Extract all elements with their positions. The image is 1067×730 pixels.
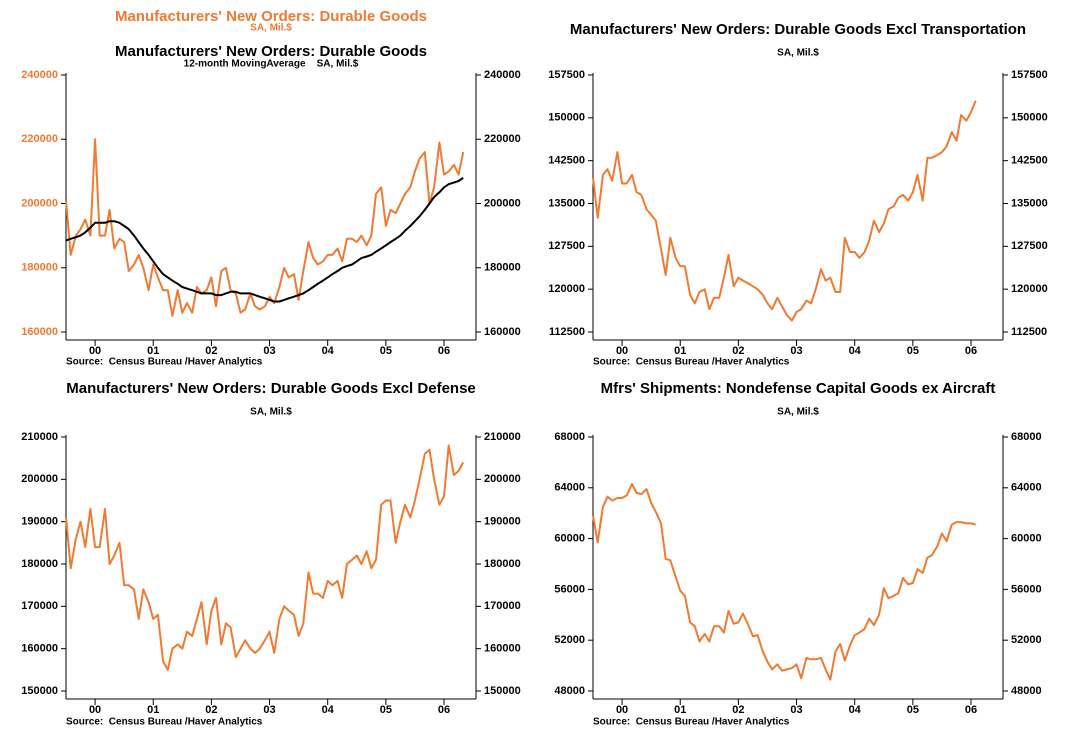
x-tick-label: 01	[147, 345, 159, 357]
y-tick-label: 142500	[548, 155, 585, 167]
y-tick-label: 200000	[21, 197, 58, 209]
y-tick-label: 64000	[554, 482, 585, 494]
y-tick-label: 180000	[21, 262, 58, 274]
x-tick-label: 04	[322, 345, 335, 357]
y-tick-label: 210000	[21, 431, 58, 443]
y2-tick-label: 68000	[1011, 431, 1042, 443]
x-tick-label: 01	[674, 704, 686, 716]
x-tick-label: 06	[438, 345, 450, 357]
x-tick-label: 06	[965, 704, 977, 716]
chart-title: Manufacturers' New Orders: Durable Goods…	[66, 380, 476, 397]
y2-tick-label: 180000	[484, 262, 521, 274]
y-tick-label: 200000	[21, 473, 58, 485]
chart-title: Mfrs' Shipments: Nondefense Capital Good…	[601, 380, 996, 397]
y2-tick-label: 142500	[1011, 155, 1048, 167]
y-tick-label: 68000	[554, 431, 585, 443]
y-tick-label: 170000	[21, 600, 58, 612]
series-title: Manufacturers' New Orders: Durable Goods	[115, 43, 427, 60]
y-tick-label: 127500	[548, 240, 585, 252]
x-tick-label: 05	[907, 345, 919, 357]
y2-tick-label: 240000	[484, 69, 521, 81]
y2-tick-label: 127500	[1011, 240, 1048, 252]
x-tick-label: 03	[790, 345, 802, 357]
y-tick-label: 220000	[21, 133, 58, 145]
y-tick-label: 160000	[21, 326, 58, 338]
y-tick-label: 160000	[21, 643, 58, 655]
y2-tick-label: 120000	[1011, 283, 1048, 295]
x-tick-label: 04	[322, 704, 335, 716]
x-tick-label: 01	[674, 345, 686, 357]
y-tick-label: 48000	[554, 685, 585, 697]
y2-tick-label: 52000	[1011, 634, 1042, 646]
source-note: Source: Census Bureau /Haver Analytics	[66, 357, 263, 368]
y2-tick-label: 150000	[1011, 112, 1048, 124]
y2-tick-label: 64000	[1011, 482, 1042, 494]
x-tick-label: 03	[263, 345, 275, 357]
y2-tick-label: 135000	[1011, 197, 1048, 209]
series-subtitle: SA, Mil.$	[250, 23, 292, 34]
x-tick-label: 05	[380, 704, 392, 716]
y-tick-label: 52000	[554, 634, 585, 646]
chart-subtitle: SA, Mil.$	[777, 407, 819, 418]
y-tick-label: 240000	[21, 69, 58, 81]
y2-tick-label: 180000	[484, 558, 521, 570]
x-tick-label: 01	[147, 704, 159, 716]
y2-tick-label: 210000	[484, 431, 521, 443]
x-tick-label: 05	[907, 704, 919, 716]
line-series	[592, 100, 977, 322]
y2-tick-label: 60000	[1011, 533, 1042, 545]
line-series	[65, 138, 465, 317]
x-tick-label: 03	[790, 704, 802, 716]
y-tick-label: 60000	[554, 533, 585, 545]
x-tick-label: 00	[616, 345, 628, 357]
y-tick-label: 157500	[548, 69, 585, 81]
x-tick-label: 05	[380, 345, 392, 357]
y2-tick-label: 56000	[1011, 583, 1042, 595]
y2-tick-label: 157500	[1011, 69, 1048, 81]
y2-tick-label: 200000	[484, 473, 521, 485]
y2-tick-label: 48000	[1011, 685, 1042, 697]
series-title: Manufacturers' New Orders: Durable Goods	[115, 8, 427, 25]
y-tick-label: 120000	[548, 283, 585, 295]
x-tick-label: 02	[732, 704, 744, 716]
y2-tick-label: 150000	[484, 685, 521, 697]
y-tick-label: 150000	[21, 685, 58, 697]
x-tick-label: 00	[89, 704, 101, 716]
source-note: Source: Census Bureau /Haver Analytics	[66, 717, 263, 728]
y-tick-label: 150000	[548, 112, 585, 124]
y-tick-label: 180000	[21, 558, 58, 570]
line-series	[65, 444, 465, 671]
y2-tick-label: 160000	[484, 326, 521, 338]
x-tick-label: 02	[732, 345, 744, 357]
y2-tick-label: 170000	[484, 600, 521, 612]
chart-title: Manufacturers' New Orders: Durable Goods…	[570, 21, 1026, 38]
chart-subtitle: SA, Mil.$	[250, 407, 292, 418]
x-tick-label: 04	[849, 704, 862, 716]
y-tick-label: 135000	[548, 197, 585, 209]
x-tick-label: 00	[616, 704, 628, 716]
chart-subtitle: SA, Mil.$	[777, 48, 819, 59]
y2-tick-label: 220000	[484, 133, 521, 145]
series-subtitle: 12-month MovingAverage SA, Mil.$	[184, 59, 359, 70]
line-series	[65, 176, 464, 303]
x-tick-label: 06	[438, 704, 450, 716]
y2-tick-label: 112500	[1011, 326, 1047, 338]
source-note: Source: Census Bureau /Haver Analytics	[593, 717, 790, 728]
x-tick-label: 03	[263, 704, 275, 716]
y2-tick-label: 200000	[484, 197, 521, 209]
x-tick-label: 02	[205, 345, 217, 357]
line-series	[592, 483, 976, 681]
x-tick-label: 04	[849, 345, 862, 357]
y-tick-label: 190000	[21, 516, 58, 528]
y-tick-label: 112500	[549, 326, 585, 338]
x-tick-label: 02	[205, 704, 217, 716]
y-tick-label: 56000	[554, 583, 585, 595]
x-tick-label: 00	[89, 345, 101, 357]
y2-tick-label: 160000	[484, 643, 521, 655]
x-tick-label: 06	[965, 345, 977, 357]
source-note: Source: Census Bureau /Haver Analytics	[593, 357, 790, 368]
y2-tick-label: 190000	[484, 516, 521, 528]
